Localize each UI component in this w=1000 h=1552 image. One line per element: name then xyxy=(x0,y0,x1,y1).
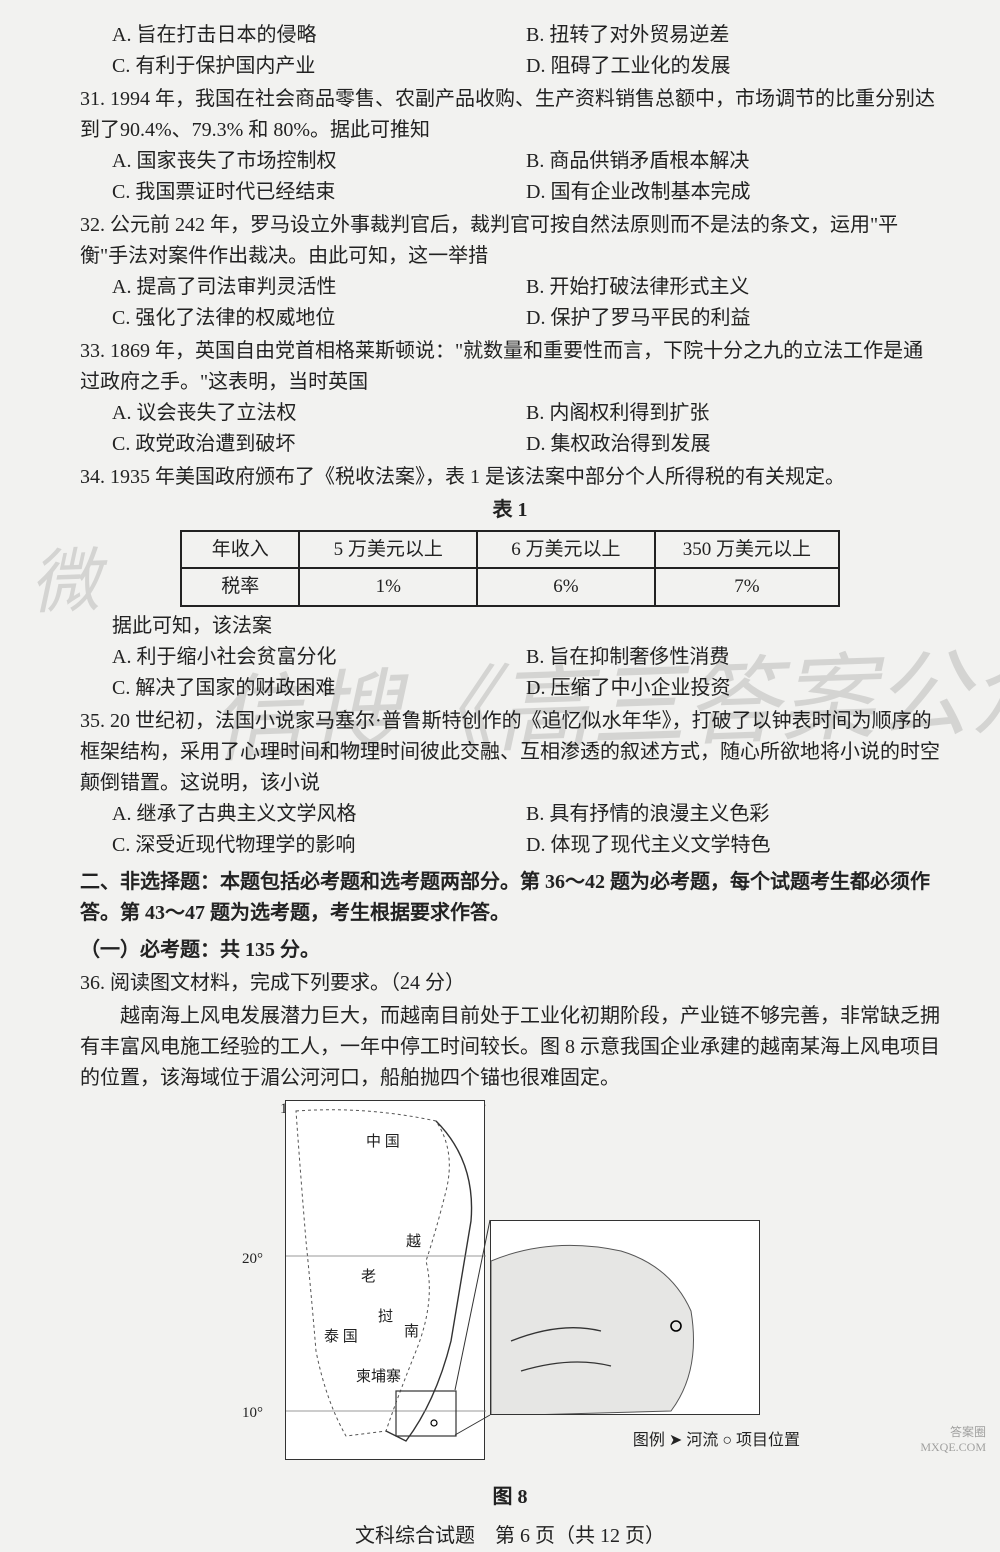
q35-opt-d: D. 体现了现代主义文学特色 xyxy=(526,830,940,861)
figure-8-legend: 图例 ➤ 河流 ○ 项目位置 xyxy=(633,1429,800,1454)
table1-data-row: 税率 1% 6% 7% xyxy=(181,568,839,605)
q36-head: 36. 阅读图文材料，完成下列要求。（24 分） xyxy=(80,968,940,999)
q32-opt-b: B. 开始打破法律形式主义 xyxy=(526,272,940,303)
bottom-brand: 答案圈 MXQE.COM xyxy=(920,1425,986,1454)
table1-title: 表 1 xyxy=(80,495,940,526)
q33-opt-a: A. 议会丧失了立法权 xyxy=(112,398,526,429)
q32-stem: 32. 公元前 242 年，罗马设立外事裁判官后，裁判官可按自然法原则而不是法的… xyxy=(80,210,940,272)
q31-opt-c: C. 我国票证时代已经结束 xyxy=(112,177,526,208)
watermark-1: 微 xyxy=(28,529,102,640)
t1-r0c2: 6% xyxy=(477,568,655,605)
q33-stem: 33. 1869 年，英国自由党首相格莱斯顿说："就数量和重要性而言，下院十分之… xyxy=(80,336,940,398)
q35-stem: 35. 20 世纪初，法国小说家马塞尔·普鲁斯特创作的《追忆似水年华》，打破了以… xyxy=(80,706,940,799)
q33-opt-b: B. 内阁权利得到扩张 xyxy=(526,398,940,429)
q34-opt-c: C. 解决了国家的财政困难 xyxy=(112,673,526,704)
q33-options: A. 议会丧失了立法权 B. 内阁权利得到扩张 C. 政党政治遭到破坏 D. 集… xyxy=(112,398,940,460)
q31-stem: 31. 1994 年，我国在社会商品零售、农副产品收购、生产资料销售总额中，市场… xyxy=(80,84,940,146)
q35-opt-a: A. 继承了古典主义文学风格 xyxy=(112,799,526,830)
q31-opt-d: D. 国有企业改制基本完成 xyxy=(526,177,940,208)
t1-h1: 5 万美元以上 xyxy=(299,531,477,568)
q32-opt-d: D. 保护了罗马平民的利益 xyxy=(526,303,940,334)
table1-header-row: 年收入 5 万美元以上 6 万美元以上 350 万美元以上 xyxy=(181,531,839,568)
t1-h2: 6 万美元以上 xyxy=(477,531,655,568)
q33-opt-c: C. 政党政治遭到破坏 xyxy=(112,429,526,460)
q31-options: A. 国家丧失了市场控制权 B. 商品供销矛盾根本解决 C. 我国票证时代已经结… xyxy=(112,146,940,208)
q35-opt-c: C. 深受近现代物理学的影响 xyxy=(112,830,526,861)
q33-opt-d: D. 集权政治得到发展 xyxy=(526,429,940,460)
q32-opt-c: C. 强化了法律的权威地位 xyxy=(112,303,526,334)
figure-8-caption: 图 8 xyxy=(80,1482,940,1513)
q30-opt-a: A. 旨在打击日本的侵略 xyxy=(112,20,526,51)
q32-options: A. 提高了司法审判灵活性 B. 开始打破法律形式主义 C. 强化了法律的权威地… xyxy=(112,272,940,334)
bottom-brand-text: 答案圈 xyxy=(920,1425,986,1439)
q34-post: 据此可知，该法案 xyxy=(112,611,940,642)
q31-opt-a: A. 国家丧失了市场控制权 xyxy=(112,146,526,177)
t1-r0c3: 7% xyxy=(655,568,839,605)
map-connector-svg xyxy=(230,1100,790,1470)
q34-options: A. 利于缩小社会贫富分化 B. 旨在抑制奢侈性消费 C. 解决了国家的财政困难… xyxy=(112,642,940,704)
q31-opt-b: B. 商品供销矛盾根本解决 xyxy=(526,146,940,177)
q30-opt-c: C. 有利于保护国内产业 xyxy=(112,51,526,82)
q34-opt-b: B. 旨在抑制奢侈性消费 xyxy=(526,642,940,673)
q32-opt-a: A. 提高了司法审判灵活性 xyxy=(112,272,526,303)
q35-opt-b: B. 具有抒情的浪漫主义色彩 xyxy=(526,799,940,830)
t1-h0: 年收入 xyxy=(181,531,299,568)
page-footer: 文科综合试题 第 6 页（共 12 页） xyxy=(80,1521,940,1552)
t1-r0c1: 1% xyxy=(299,568,477,605)
table1: 年收入 5 万美元以上 6 万美元以上 350 万美元以上 税率 1% 6% 7… xyxy=(180,530,840,607)
figure-8-map: 100° 110° 20° 10° 中 国 越 老 挝 泰 国 南 柬埔寨 xyxy=(230,1100,790,1480)
q30-opt-d: D. 阻碍了工业化的发展 xyxy=(526,51,940,82)
q34-opt-d: D. 压缩了中小企业投资 xyxy=(526,673,940,704)
bottom-brand-url: MXQE.COM xyxy=(920,1440,986,1454)
q36-para: 越南海上风电发展潜力巨大，而越南目前处于工业化初期阶段，产业链不够完善，非常缺乏… xyxy=(80,1001,940,1094)
t1-h3: 350 万美元以上 xyxy=(655,531,839,568)
t1-r0c0: 税率 xyxy=(181,568,299,605)
q30-opt-b: B. 扭转了对外贸易逆差 xyxy=(526,20,940,51)
q35-options: A. 继承了古典主义文学风格 B. 具有抒情的浪漫主义色彩 C. 深受近现代物理… xyxy=(112,799,940,861)
q30-options: A. 旨在打击日本的侵略 B. 扭转了对外贸易逆差 C. 有利于保护国内产业 D… xyxy=(112,20,940,82)
section-2-heading: 二、非选择题：本题包括必考题和选考题两部分。第 36～42 题为必考题，每个试题… xyxy=(80,867,940,929)
q34-stem: 34. 1935 年美国政府颁布了《税收法案》，表 1 是该法案中部分个人所得税… xyxy=(80,462,940,493)
section-2-sub: （一）必考题：共 135 分。 xyxy=(80,935,940,966)
q34-opt-a: A. 利于缩小社会贫富分化 xyxy=(112,642,526,673)
